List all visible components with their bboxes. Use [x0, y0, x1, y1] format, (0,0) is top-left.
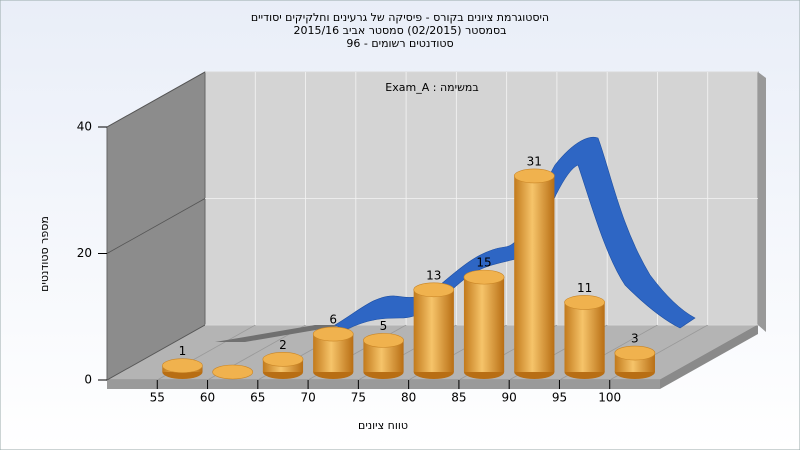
x-tick-label: 75	[351, 391, 366, 405]
bar-top	[413, 282, 455, 298]
bar	[614, 345, 656, 379]
bar	[212, 364, 254, 380]
y-axis-label: מספר סטודנטים	[38, 216, 51, 292]
grid-line	[106, 198, 206, 254]
bars: 1 2 6 5 13 15 31 11 3	[162, 154, 656, 380]
bar	[162, 358, 203, 379]
data-label: 31	[527, 154, 542, 168]
data-label: 2	[279, 338, 287, 352]
x-tick-label: 70	[300, 391, 315, 405]
bar	[513, 168, 555, 379]
bar	[564, 295, 605, 379]
floor-front	[107, 380, 660, 389]
grid-line	[106, 324, 206, 381]
y-tick-label: 40	[77, 120, 92, 134]
fit-curve	[334, 136, 696, 331]
bar-top	[564, 295, 605, 310]
data-label: 1	[179, 344, 187, 358]
bar	[463, 269, 505, 379]
floor-shadow	[215, 325, 345, 342]
bar-top	[212, 364, 254, 380]
bar	[312, 326, 354, 379]
bar-body	[514, 175, 555, 372]
x-tick-label: 55	[150, 391, 165, 405]
bar-body	[564, 302, 605, 372]
annotation: במשימה : Exam_A	[385, 81, 478, 94]
bar	[413, 282, 455, 379]
wall-edge	[758, 72, 766, 332]
data-label: 6	[329, 313, 337, 327]
data-label: 11	[577, 281, 592, 295]
grid-line	[106, 71, 206, 128]
bar	[363, 333, 404, 379]
data-label: 5	[380, 319, 388, 333]
x-tick-label: 65	[250, 391, 265, 405]
chart-subtitle: בסמסטר (02/2015) סמסטר אביב 2015/16	[293, 24, 506, 37]
x-tick-label: 80	[401, 391, 416, 405]
x-tick-label: 95	[552, 391, 567, 405]
y-tick-label: 0	[84, 373, 92, 387]
bar-top	[162, 358, 203, 373]
x-tick-label: 90	[502, 391, 517, 405]
chart-subtitle: סטודנטים רשומים - 96	[346, 37, 453, 50]
x-axis-label: טווח ציונים	[358, 419, 408, 432]
bar-top	[363, 333, 404, 348]
x-tick-label: 85	[451, 391, 466, 405]
x-tick-label: 60	[200, 391, 215, 405]
bar-top	[312, 326, 354, 342]
bar-top	[262, 352, 304, 367]
bar-top	[463, 269, 505, 285]
data-label: 15	[476, 256, 491, 270]
bar-body	[463, 277, 505, 372]
bar	[262, 352, 304, 379]
bar-body	[413, 289, 454, 372]
bar-top	[513, 168, 555, 184]
data-label: 13	[426, 268, 441, 282]
data-label: 3	[631, 332, 639, 346]
floor-edge	[660, 325, 758, 389]
y-tick-label: 20	[77, 246, 92, 260]
bar-top	[614, 345, 656, 361]
x-tick-label: 100	[598, 391, 621, 405]
chart-title: היסטוגרמת ציונים בקורס - פיסיקה של גרעינ…	[251, 11, 549, 24]
